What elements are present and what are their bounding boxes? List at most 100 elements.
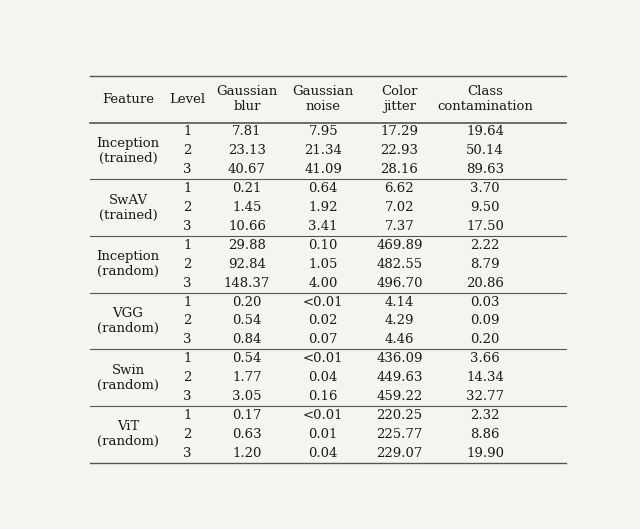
Text: 0.09: 0.09 (470, 314, 500, 327)
Text: 7.02: 7.02 (385, 201, 414, 214)
Text: Gaussian
blur: Gaussian blur (216, 85, 278, 113)
Text: 0.10: 0.10 (308, 239, 338, 252)
Text: 17.29: 17.29 (380, 125, 419, 139)
Text: 0.16: 0.16 (308, 390, 338, 403)
Text: Color
jitter: Color jitter (381, 85, 418, 113)
Text: 0.84: 0.84 (232, 333, 262, 346)
Text: 4.46: 4.46 (385, 333, 414, 346)
Text: 4.29: 4.29 (385, 314, 414, 327)
Text: 3: 3 (183, 163, 192, 176)
Text: Level: Level (170, 93, 205, 106)
Text: 4.00: 4.00 (308, 277, 338, 290)
Text: 17.50: 17.50 (466, 220, 504, 233)
Text: <0.01: <0.01 (303, 352, 344, 365)
Text: Class
contamination: Class contamination (437, 85, 533, 113)
Text: 22.93: 22.93 (380, 144, 419, 158)
Text: 0.20: 0.20 (470, 333, 500, 346)
Text: 2: 2 (183, 258, 192, 271)
Text: 0.01: 0.01 (308, 428, 338, 441)
Text: 2: 2 (183, 428, 192, 441)
Text: 0.02: 0.02 (308, 314, 338, 327)
Text: 0.17: 0.17 (232, 409, 262, 422)
Text: Inception
(random): Inception (random) (97, 250, 159, 278)
Text: 1: 1 (183, 125, 192, 139)
Text: Feature: Feature (102, 93, 154, 106)
Text: 3: 3 (183, 390, 192, 403)
Text: 220.25: 220.25 (376, 409, 422, 422)
Text: 1.77: 1.77 (232, 371, 262, 384)
Text: 225.77: 225.77 (376, 428, 422, 441)
Text: 29.88: 29.88 (228, 239, 266, 252)
Text: 3: 3 (183, 333, 192, 346)
Text: 0.20: 0.20 (232, 296, 262, 308)
Text: 89.63: 89.63 (466, 163, 504, 176)
Text: 41.09: 41.09 (304, 163, 342, 176)
Text: Inception
(trained): Inception (trained) (97, 137, 159, 165)
Text: 4.14: 4.14 (385, 296, 414, 308)
Text: 0.54: 0.54 (232, 314, 262, 327)
Text: 8.79: 8.79 (470, 258, 500, 271)
Text: 0.54: 0.54 (232, 352, 262, 365)
Text: 0.21: 0.21 (232, 182, 262, 195)
Text: 8.86: 8.86 (470, 428, 500, 441)
Text: 1.05: 1.05 (308, 258, 338, 271)
Text: 32.77: 32.77 (466, 390, 504, 403)
Text: 20.86: 20.86 (466, 277, 504, 290)
Text: 3.70: 3.70 (470, 182, 500, 195)
Text: 92.84: 92.84 (228, 258, 266, 271)
Text: 436.09: 436.09 (376, 352, 422, 365)
Text: 21.34: 21.34 (304, 144, 342, 158)
Text: 3: 3 (183, 220, 192, 233)
Text: 469.89: 469.89 (376, 239, 422, 252)
Text: 6.62: 6.62 (385, 182, 414, 195)
Text: 496.70: 496.70 (376, 277, 422, 290)
Text: ViT
(random): ViT (random) (97, 421, 159, 448)
Text: 2.32: 2.32 (470, 409, 500, 422)
Text: 1: 1 (183, 352, 192, 365)
Text: 0.04: 0.04 (308, 446, 338, 460)
Text: 2.22: 2.22 (470, 239, 500, 252)
Text: 14.34: 14.34 (466, 371, 504, 384)
Text: 1: 1 (183, 182, 192, 195)
Text: 3.41: 3.41 (308, 220, 338, 233)
Text: 1.20: 1.20 (232, 446, 262, 460)
Text: Gaussian
noise: Gaussian noise (292, 85, 354, 113)
Text: 0.63: 0.63 (232, 428, 262, 441)
Text: 229.07: 229.07 (376, 446, 422, 460)
Text: 28.16: 28.16 (381, 163, 419, 176)
Text: 2: 2 (183, 201, 192, 214)
Text: 0.04: 0.04 (308, 371, 338, 384)
Text: 482.55: 482.55 (376, 258, 422, 271)
Text: 148.37: 148.37 (224, 277, 270, 290)
Text: Swin
(random): Swin (random) (97, 363, 159, 391)
Text: 1: 1 (183, 239, 192, 252)
Text: 3.05: 3.05 (232, 390, 262, 403)
Text: 3.66: 3.66 (470, 352, 500, 365)
Text: 3: 3 (183, 446, 192, 460)
Text: 1.92: 1.92 (308, 201, 338, 214)
Text: <0.01: <0.01 (303, 296, 344, 308)
Text: 0.03: 0.03 (470, 296, 500, 308)
Text: 19.64: 19.64 (466, 125, 504, 139)
Text: 23.13: 23.13 (228, 144, 266, 158)
Text: SwAV
(trained): SwAV (trained) (99, 194, 157, 222)
Text: 459.22: 459.22 (376, 390, 422, 403)
Text: 1: 1 (183, 409, 192, 422)
Text: 7.95: 7.95 (308, 125, 338, 139)
Text: 1.45: 1.45 (232, 201, 262, 214)
Text: 10.66: 10.66 (228, 220, 266, 233)
Text: 9.50: 9.50 (470, 201, 500, 214)
Text: 3: 3 (183, 277, 192, 290)
Text: 50.14: 50.14 (467, 144, 504, 158)
Text: 1: 1 (183, 296, 192, 308)
Text: 40.67: 40.67 (228, 163, 266, 176)
Text: 2: 2 (183, 314, 192, 327)
Text: 449.63: 449.63 (376, 371, 422, 384)
Text: 2: 2 (183, 144, 192, 158)
Text: <0.01: <0.01 (303, 409, 344, 422)
Text: 7.37: 7.37 (385, 220, 414, 233)
Text: VGG
(random): VGG (random) (97, 307, 159, 335)
Text: 19.90: 19.90 (466, 446, 504, 460)
Text: 7.81: 7.81 (232, 125, 262, 139)
Text: 0.07: 0.07 (308, 333, 338, 346)
